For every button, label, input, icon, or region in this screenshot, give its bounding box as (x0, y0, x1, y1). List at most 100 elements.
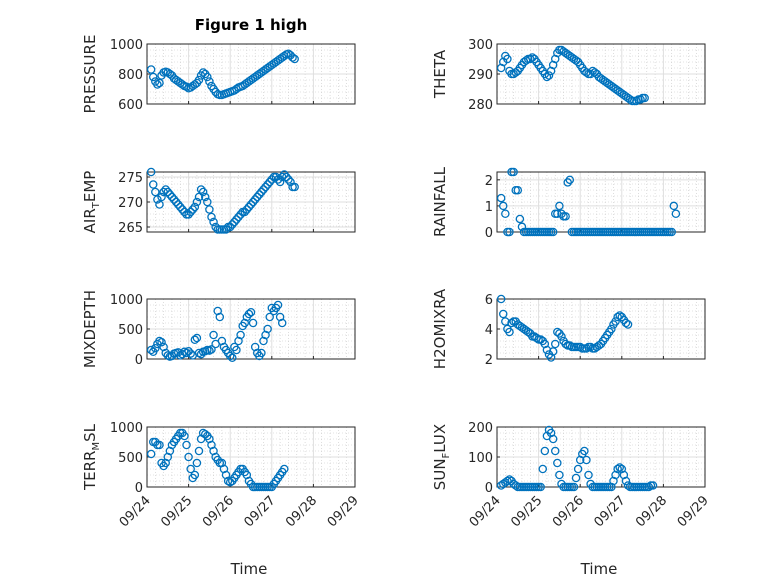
data-point (230, 217, 239, 227)
data-point (501, 209, 510, 218)
data-point (271, 172, 281, 182)
y-tick-label: 2 (485, 174, 493, 189)
y-tick-label: 1 (485, 200, 493, 215)
data-point (209, 330, 218, 340)
data-point (553, 458, 562, 468)
data-point (636, 95, 645, 104)
data-point (273, 300, 283, 310)
data-point (496, 294, 506, 304)
data-point (153, 195, 162, 204)
data-point (215, 312, 225, 322)
data-point (563, 178, 572, 187)
data-point (555, 201, 564, 211)
x-tick-label: 09/25 (158, 493, 195, 530)
data-point (228, 220, 237, 229)
data-point (146, 345, 156, 355)
subplot-h2omixra: 2 4 6 H2OMIXRA (431, 288, 706, 369)
data-point (550, 446, 560, 456)
data-point (507, 318, 516, 328)
data-point (544, 71, 554, 80)
data-point (548, 347, 558, 356)
data-point (184, 210, 193, 219)
data-point (590, 68, 600, 77)
data-point (594, 341, 604, 350)
data-point (255, 190, 264, 199)
data-point (621, 318, 631, 328)
data-point (148, 72, 158, 82)
data-point (161, 185, 170, 194)
data-point (244, 202, 254, 212)
y-axis-label: AIRTEMP (81, 171, 102, 234)
data-point (553, 327, 562, 337)
data-point (280, 170, 289, 179)
data-point (542, 72, 552, 82)
figure-title: Figure 1 high (195, 16, 308, 34)
x-tick-label: 09/28 (633, 493, 670, 530)
data-point (275, 177, 285, 187)
data-point (669, 201, 679, 211)
data-point (157, 192, 166, 202)
y-axis-label: TERRMSL (81, 423, 102, 491)
data-point (267, 175, 277, 184)
data-point (580, 446, 589, 456)
data-point (192, 333, 202, 343)
data-point (584, 470, 593, 480)
data-point (284, 175, 293, 184)
data-point (505, 327, 514, 337)
x-tick-label: 09/27 (242, 493, 279, 530)
data-point (186, 207, 195, 217)
data-point (196, 185, 206, 194)
data-point (261, 182, 270, 192)
y-axis-label: THETA (431, 49, 449, 99)
data-point (190, 202, 200, 212)
data-point (671, 209, 681, 218)
data-point (178, 205, 187, 214)
data-point (225, 351, 235, 361)
data-point (548, 227, 558, 237)
y-tick-label: 100 (468, 451, 493, 466)
data-point (582, 68, 591, 77)
x-tick-label: 09/29 (675, 493, 712, 530)
data-point (228, 353, 237, 363)
subplot-air: 265 270 275 AIRTEMP (81, 167, 356, 236)
data-point (621, 476, 631, 486)
data-point (192, 197, 202, 207)
data-point (151, 343, 160, 353)
data-point (615, 463, 624, 472)
y-tick-label: 270 (118, 196, 143, 211)
data-point (509, 167, 518, 177)
data-point (205, 77, 214, 86)
data-point (613, 464, 622, 474)
data-point (644, 482, 654, 492)
y-tick-label: 0 (485, 226, 493, 241)
data-point (513, 186, 523, 195)
data-point (200, 429, 210, 439)
data-point (194, 446, 204, 456)
data-point (607, 324, 616, 334)
data-point (536, 482, 545, 492)
data-point (565, 175, 575, 185)
data-point (242, 205, 252, 214)
data-point (542, 345, 552, 355)
y-tick-label: 0 (485, 481, 493, 496)
data-point (498, 201, 508, 211)
y-tick-label: 6 (485, 293, 493, 308)
data-point (171, 197, 181, 207)
subplot-pressure: 600 800 1000 PRESSURE (81, 35, 356, 113)
data-point (178, 80, 187, 89)
data-point (194, 75, 204, 85)
data-point (207, 212, 216, 222)
data-point (538, 464, 548, 474)
subplot-terr: 0 500 1000 TERRMSL 09/24 09/25 09/26 09/27 09/28… (81, 421, 362, 578)
data-point (565, 341, 575, 350)
data-point (148, 180, 158, 189)
x-tick-label: 09/26 (200, 493, 237, 530)
y-axis-label: RAINFALL (431, 166, 449, 237)
data-point (265, 312, 274, 322)
data-point (640, 93, 649, 103)
y-tick-label: 500 (118, 451, 143, 466)
data-point (505, 227, 514, 237)
data-point (155, 78, 164, 88)
y-axis-label: H2OMIXRA (431, 288, 449, 369)
